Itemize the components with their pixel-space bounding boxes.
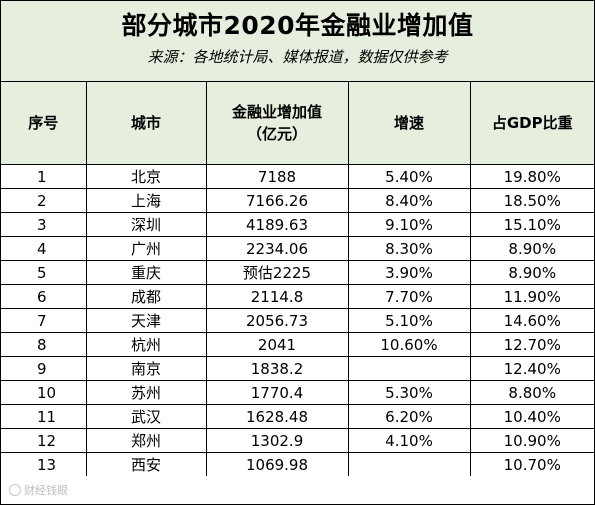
cell-finance-value: 1770.4 <box>205 380 348 405</box>
column-header-value-label: 金融业增加值 <box>231 103 322 121</box>
cell-city: 郑州 <box>85 428 206 453</box>
cell-gdp-share: 8.90% <box>469 236 594 261</box>
cell-gdp-share: 19.80% <box>469 164 594 189</box>
column-header-growth: 增速 <box>347 82 470 165</box>
cell-index: 5 <box>1 260 86 285</box>
cell-finance-value: 2234.06 <box>205 236 348 261</box>
finance-table: 序号 城市 金融业增加值 （亿元） 增速 占GDP比重 1 北京 7188 5.40%… <box>1 82 594 476</box>
cell-growth-rate: 4.10% <box>347 428 470 453</box>
cell-city: 重庆 <box>85 260 206 285</box>
cell-finance-value: 1302.9 <box>205 428 348 453</box>
cell-city: 杭州 <box>85 332 206 357</box>
cell-city: 广州 <box>85 236 206 261</box>
cell-gdp-share: 12.40% <box>469 356 594 381</box>
table-row: 13 西安 1069.98 10.70% <box>1 452 594 476</box>
cell-growth-rate: 7.70% <box>347 284 470 309</box>
cell-finance-value: 7188 <box>205 164 348 189</box>
cell-index: 4 <box>1 236 86 261</box>
cell-gdp-share: 10.40% <box>469 404 594 429</box>
cell-city: 苏州 <box>85 380 206 405</box>
cell-gdp-share: 15.10% <box>469 212 594 237</box>
cell-growth-rate <box>347 356 470 381</box>
table-row: 9 南京 1838.2 12.40% <box>1 356 594 381</box>
cell-growth-rate: 8.30% <box>347 236 470 261</box>
cell-index: 7 <box>1 308 86 333</box>
cell-city: 北京 <box>85 164 206 189</box>
cell-finance-value: 1069.98 <box>205 452 348 476</box>
cell-growth-rate: 6.20% <box>347 404 470 429</box>
cell-gdp-share: 8.80% <box>469 380 594 405</box>
column-header-index: 序号 <box>1 82 86 165</box>
cell-index: 2 <box>1 188 86 213</box>
watermark-text: 财经钱眼 <box>24 484 68 497</box>
cell-gdp-share: 10.70% <box>469 452 594 476</box>
cell-growth-rate <box>347 452 470 476</box>
cell-gdp-share: 10.90% <box>469 428 594 453</box>
cell-finance-value: 7166.26 <box>205 188 348 213</box>
column-header-value-unit: （亿元） <box>246 125 307 143</box>
table-row: 6 成都 2114.8 7.70% 11.90% <box>1 284 594 309</box>
cell-index: 8 <box>1 332 86 357</box>
cell-growth-rate: 5.30% <box>347 380 470 405</box>
cell-finance-value: 4189.63 <box>205 212 348 237</box>
cell-index: 10 <box>1 380 86 405</box>
cell-city: 天津 <box>85 308 206 333</box>
cell-gdp-share: 14.60% <box>469 308 594 333</box>
cell-index: 11 <box>1 404 86 429</box>
cell-index: 1 <box>1 164 86 189</box>
table-body: 1 北京 7188 5.40% 19.80% 2 上海 7166.26 8.40% 18.50% 3… <box>1 164 594 476</box>
camera-icon <box>9 484 21 496</box>
cell-gdp-share: 11.90% <box>469 284 594 309</box>
table-row: 8 杭州 2041 10.60% 12.70% <box>1 332 594 357</box>
cell-growth-rate: 3.90% <box>347 260 470 285</box>
cell-gdp-share: 12.70% <box>469 332 594 357</box>
table-row: 1 北京 7188 5.40% 19.80% <box>1 164 594 189</box>
cell-index: 6 <box>1 284 86 309</box>
cell-index: 13 <box>37 455 57 474</box>
cell-growth-rate: 5.40% <box>347 164 470 189</box>
cell-index: 3 <box>1 212 86 237</box>
table-row: 2 上海 7166.26 8.40% 18.50% <box>1 188 594 213</box>
cell-finance-value: 2114.8 <box>205 284 348 309</box>
cell-finance-value: 1838.2 <box>205 356 348 381</box>
cell-index: 9 <box>1 356 86 381</box>
watermark: 财经钱眼 <box>9 482 68 498</box>
table-row: 11 武汉 1628.48 6.20% 10.40% <box>1 404 594 429</box>
cell-index: 12 <box>1 428 86 453</box>
cell-gdp-share: 8.90% <box>469 260 594 285</box>
column-header-gdp-share: 占GDP比重 <box>469 82 594 165</box>
table-row: 3 深圳 4189.63 9.10% 15.10% <box>1 212 594 237</box>
cell-city: 上海 <box>85 188 206 213</box>
source-note: 来源：各地统计局、媒体报道，数据仅供参考 <box>147 48 448 66</box>
table-row: 4 广州 2234.06 8.30% 8.90% <box>1 236 594 261</box>
cell-finance-value: 2041 <box>205 332 348 357</box>
cell-growth-rate: 9.10% <box>347 212 470 237</box>
table-header-row: 序号 城市 金融业增加值 （亿元） 增速 占GDP比重 <box>1 82 594 165</box>
table-row: 10 苏州 1770.4 5.30% 8.80% <box>1 380 594 405</box>
cell-finance-value: 1628.48 <box>205 404 348 429</box>
column-header-value: 金融业增加值 （亿元） <box>205 82 348 165</box>
column-header-city: 城市 <box>85 82 206 165</box>
cell-city: 西安 <box>85 452 206 476</box>
cell-city: 成都 <box>85 284 206 309</box>
cell-city: 武汉 <box>85 404 206 429</box>
cell-finance-value: 2056.73 <box>205 308 348 333</box>
cell-city: 深圳 <box>85 212 206 237</box>
cell-growth-rate: 8.40% <box>347 188 470 213</box>
cell-growth-rate: 5.10% <box>347 308 470 333</box>
cell-growth-rate: 10.60% <box>347 332 470 357</box>
cell-city: 南京 <box>85 356 206 381</box>
page-title: 部分城市2020年金融业增加值 <box>121 11 474 40</box>
table-row: 12 郑州 1302.9 4.10% 10.90% <box>1 428 594 453</box>
table-row: 7 天津 2056.73 5.10% 14.60% <box>1 308 594 333</box>
table-row: 5 重庆 预估2225 3.90% 8.90% <box>1 260 594 285</box>
sheet-header: 部分城市2020年金融业增加值 来源：各地统计局、媒体报道，数据仅供参考 <box>1 1 594 82</box>
cell-gdp-share: 18.50% <box>469 188 594 213</box>
cell-finance-value: 预估2225 <box>205 260 348 285</box>
